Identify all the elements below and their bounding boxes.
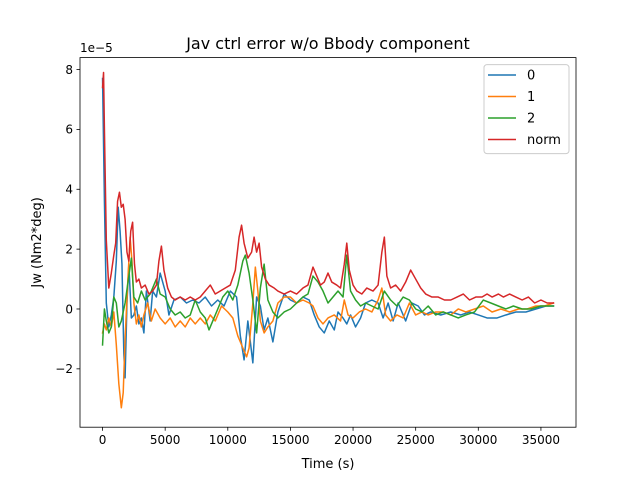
x-tick-label: 35000	[522, 433, 560, 447]
y-tick-label: 6	[65, 123, 73, 137]
x-tick-label: 0	[99, 433, 107, 447]
y-axis-ticks: −2 0 2 4 6 8	[55, 63, 80, 376]
x-tick-label: 25000	[397, 433, 435, 447]
x-tick-label: 20000	[334, 433, 372, 447]
series-line-1	[101, 236, 555, 409]
legend-label-norm: norm	[527, 133, 561, 148]
y-tick-label: 8	[65, 63, 73, 77]
y-tick-label: −2	[55, 362, 73, 376]
series-line-2	[101, 254, 555, 346]
x-tick-label: 15000	[271, 433, 309, 447]
legend-frame	[483, 64, 570, 155]
legend: 0 1 2 norm	[483, 64, 570, 155]
series-line-norm	[101, 71, 555, 304]
plot-frame	[79, 57, 577, 428]
x-axis-label: Time (s)	[301, 457, 355, 472]
y-tick-label: 0	[65, 302, 73, 316]
x-axis-ticks: 0 5000 10000 15000 20000 25000 30000 35000	[99, 427, 560, 447]
x-tick-label: 5000	[150, 433, 181, 447]
y-tick-label: 4	[65, 183, 73, 197]
series-layer	[101, 71, 555, 409]
legend-label-0: 0	[527, 69, 535, 84]
y-axis-offset-label: 1e−5	[80, 41, 113, 55]
x-tick-label: 10000	[209, 433, 247, 447]
y-tick-label: 2	[65, 242, 73, 256]
series-line-0	[101, 77, 555, 379]
legend-entries: 0 1 2 norm	[488, 69, 561, 148]
legend-label-2: 2	[527, 112, 535, 127]
y-axis-label: Jw (Nm2*deg)	[30, 197, 45, 288]
x-tick-label: 30000	[459, 433, 497, 447]
chart-title: Jav ctrl error w/o Bbody component	[185, 34, 470, 53]
legend-label-1: 1	[527, 90, 535, 105]
